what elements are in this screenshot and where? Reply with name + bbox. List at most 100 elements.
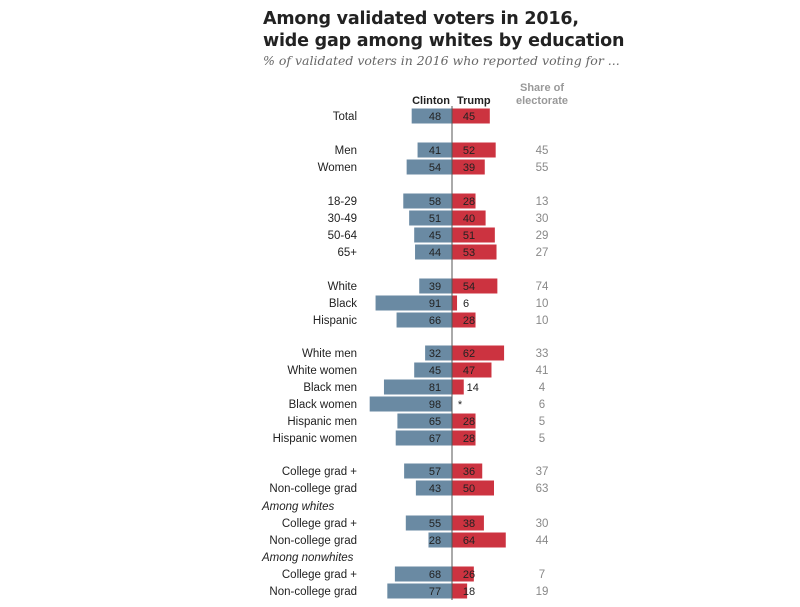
clinton-value-label: 44	[429, 247, 441, 259]
clinton-value-label: 91	[429, 298, 441, 310]
trump-bar	[452, 193, 476, 209]
trump-bar	[452, 362, 492, 378]
row-label: 50-64	[328, 230, 358, 242]
trump-value-label: 18	[463, 586, 475, 598]
trump-bar	[452, 515, 484, 531]
trump-bar	[452, 583, 468, 599]
clinton-value-label: 32	[429, 348, 441, 360]
clinton-value-label: 66	[429, 315, 441, 327]
share-of-electorate-value: 6	[539, 399, 545, 411]
clinton-bar	[428, 532, 452, 548]
row-label: College grad +	[282, 518, 357, 530]
row-label: Black women	[289, 399, 357, 411]
trump-bar	[452, 379, 464, 395]
trump-value-label: 50	[463, 483, 475, 495]
trump-value-label: 47	[463, 365, 475, 377]
trump-value-label: 52	[463, 145, 475, 157]
clinton-value-label: 41	[429, 145, 441, 157]
chart-title-line-1: Among validated voters in 2016,	[263, 9, 579, 29]
row-label: Women	[318, 162, 357, 174]
clinton-value-label: 28	[429, 535, 441, 547]
share-of-electorate-header-line-2: electorate	[516, 95, 568, 107]
row-label: 30-49	[328, 213, 357, 225]
share-of-electorate-value: 45	[536, 145, 549, 157]
clinton-value-label: 77	[429, 586, 441, 598]
trump-value-label: 51	[463, 230, 475, 242]
trump-value-label: 53	[463, 247, 475, 259]
trump-bar	[452, 210, 486, 226]
row-label: Hispanic women	[273, 433, 357, 445]
clinton-bar	[397, 413, 452, 429]
row-label: College grad +	[282, 569, 357, 581]
clinton-bar	[415, 480, 452, 496]
clinton-value-label: 45	[429, 230, 441, 242]
group-label: Among nonwhites	[261, 552, 354, 564]
share-of-electorate-value: 13	[536, 196, 549, 208]
share-of-electorate-value: 55	[536, 162, 549, 174]
trump-value-label: 6	[463, 298, 469, 310]
row-label: White men	[302, 348, 357, 360]
row-label: 65+	[337, 247, 357, 259]
trump-value-label: 28	[463, 433, 475, 445]
clinton-bar	[383, 379, 452, 395]
share-of-electorate-value: 10	[536, 298, 549, 310]
trump-bar	[452, 463, 483, 479]
clinton-bar	[403, 193, 452, 209]
clinton-value-label: 58	[429, 196, 441, 208]
chart-subtitle: % of validated voters in 2016 who report…	[263, 53, 620, 68]
share-of-electorate-value: 33	[536, 348, 549, 360]
share-of-electorate-value: 41	[536, 365, 549, 377]
clinton-bar	[425, 345, 452, 361]
trump-bar	[452, 108, 490, 124]
chart-title-line-2: wide gap among whites by education	[263, 31, 625, 51]
clinton-value-label: 54	[429, 162, 441, 174]
clinton-bar	[395, 430, 452, 446]
trump-bar	[452, 566, 474, 582]
clinton-bar	[405, 515, 452, 531]
row-label: 18-29	[328, 196, 357, 208]
clinton-value-label: 67	[429, 433, 441, 445]
row-label: Hispanic men	[287, 416, 357, 428]
clinton-value-label: 43	[429, 483, 441, 495]
clinton-value-label: 65	[429, 416, 441, 428]
clinton-value-label: 98	[429, 399, 441, 411]
trump-value-label: 64	[463, 535, 475, 547]
clinton-bar	[406, 159, 452, 175]
share-of-electorate-value: 63	[536, 483, 549, 495]
trump-value-label: 28	[463, 416, 475, 428]
clinton-column-header: Clinton	[412, 95, 450, 107]
trump-value-label: 28	[463, 196, 475, 208]
trump-value-label: *	[458, 399, 463, 411]
clinton-bar	[404, 463, 452, 479]
trump-bar	[452, 295, 458, 311]
share-of-electorate-value: 30	[536, 518, 549, 530]
trump-bar	[452, 227, 495, 243]
row-label: Total	[333, 111, 357, 123]
trump-bar	[452, 244, 497, 260]
clinton-value-label: 51	[429, 213, 441, 225]
share-of-electorate-value: 29	[536, 230, 549, 242]
share-of-electorate-value: 5	[539, 433, 545, 445]
trump-bar	[452, 159, 485, 175]
clinton-bar	[414, 227, 452, 243]
clinton-bar	[387, 583, 452, 599]
trump-value-label: 38	[463, 518, 475, 530]
trump-bar	[452, 430, 476, 446]
clinton-value-label: 57	[429, 466, 441, 478]
clinton-bar	[415, 244, 452, 260]
trump-value-label: 28	[463, 315, 475, 327]
clinton-bar	[411, 108, 452, 124]
clinton-bar	[375, 295, 452, 311]
share-of-electorate-value: 7	[539, 569, 545, 581]
share-of-electorate-value: 30	[536, 213, 549, 225]
trump-bar	[452, 480, 494, 496]
clinton-value-label: 81	[429, 382, 441, 394]
share-of-electorate-value: 37	[536, 466, 549, 478]
row-label: White women	[287, 365, 357, 377]
row-label: Black	[329, 298, 357, 310]
share-of-electorate-value: 27	[536, 247, 549, 259]
row-label: Non-college grad	[269, 535, 357, 547]
row-label: Non-college grad	[269, 586, 357, 598]
share-of-electorate-header-line-1: Share of	[520, 82, 564, 94]
